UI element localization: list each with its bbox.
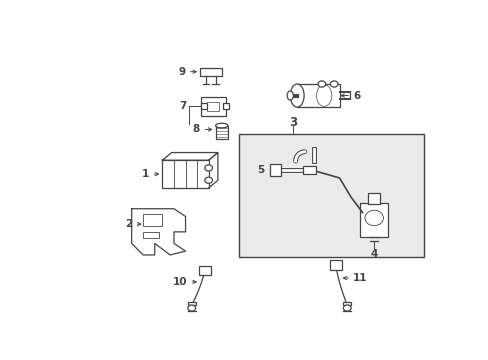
Ellipse shape — [286, 91, 293, 100]
Bar — [223, 103, 229, 109]
Text: 2: 2 — [125, 219, 132, 229]
Ellipse shape — [204, 165, 212, 171]
Ellipse shape — [187, 305, 195, 311]
Text: 11: 11 — [351, 273, 366, 283]
Bar — [162, 160, 208, 188]
Bar — [201, 103, 207, 109]
Bar — [143, 214, 162, 226]
Bar — [239, 134, 424, 257]
Bar — [207, 102, 219, 111]
Text: 7: 7 — [179, 101, 186, 111]
Ellipse shape — [316, 85, 331, 106]
Bar — [343, 302, 350, 305]
Text: 6: 6 — [353, 91, 360, 100]
Bar — [303, 166, 315, 174]
Text: 4: 4 — [370, 249, 377, 259]
Ellipse shape — [204, 177, 212, 183]
Text: 5: 5 — [257, 165, 264, 175]
Bar — [198, 266, 210, 275]
Ellipse shape — [290, 84, 304, 107]
Bar — [143, 232, 158, 238]
Ellipse shape — [317, 81, 325, 87]
Text: 10: 10 — [173, 277, 187, 287]
Bar — [200, 68, 221, 76]
Ellipse shape — [364, 210, 383, 226]
Text: 9: 9 — [178, 67, 185, 77]
Bar — [270, 164, 281, 176]
Bar — [297, 84, 339, 107]
Bar — [215, 126, 227, 139]
Bar — [187, 302, 195, 305]
Ellipse shape — [343, 305, 350, 311]
Text: 3: 3 — [289, 116, 297, 129]
Bar — [201, 97, 225, 116]
Text: 8: 8 — [192, 125, 199, 134]
Bar — [367, 193, 380, 204]
Text: 1: 1 — [142, 169, 149, 179]
Bar — [360, 203, 387, 237]
Ellipse shape — [329, 81, 337, 87]
Bar — [329, 260, 341, 270]
Ellipse shape — [215, 123, 227, 128]
